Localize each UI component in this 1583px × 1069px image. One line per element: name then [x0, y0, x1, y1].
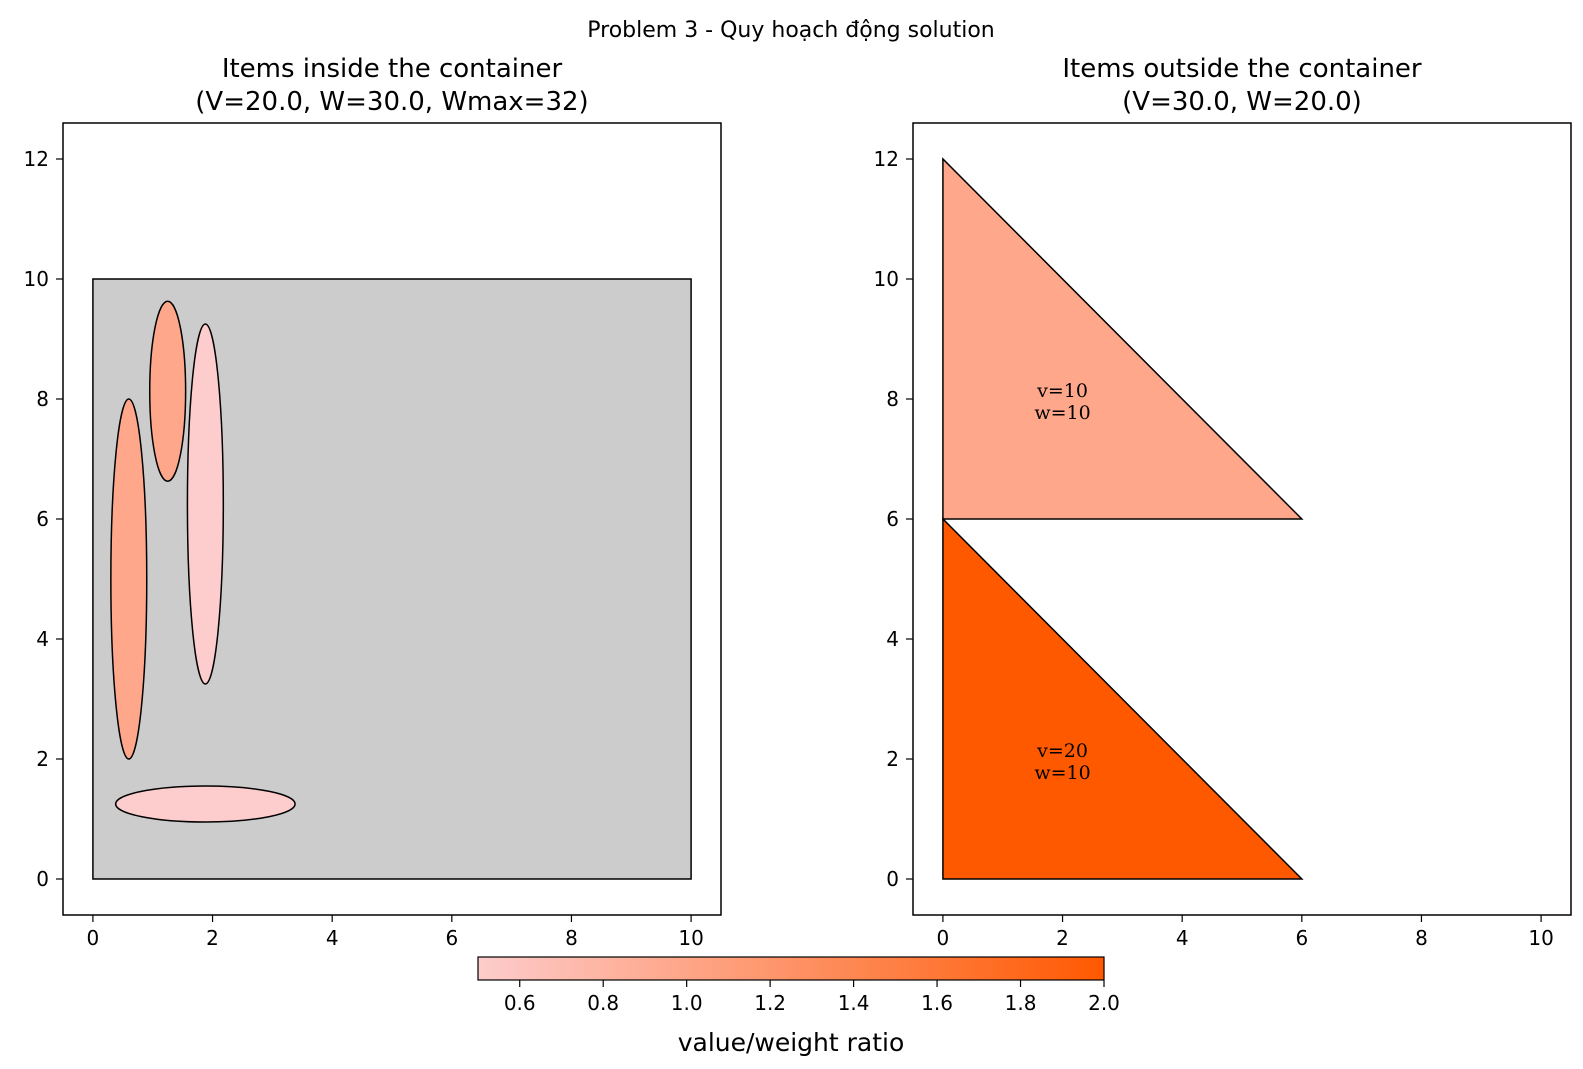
- x-tick-label: 0: [937, 926, 950, 950]
- item-triangle: [942, 517, 1304, 880]
- y-tick-label: 0: [886, 867, 899, 891]
- colorbar-tick-label: 1.8: [1005, 991, 1037, 1015]
- item-ellipse: [110, 398, 148, 760]
- panel-title-line1: Items inside the container: [222, 54, 563, 84]
- y-tick-label: 12: [874, 147, 899, 171]
- colorbar-tick-label: 0.8: [587, 991, 619, 1015]
- y-tick-label: 2: [36, 747, 49, 771]
- item-weight-label: w=10: [1034, 762, 1090, 784]
- colorbar-tick-label: 1.2: [754, 991, 786, 1015]
- plot-area: [92, 278, 692, 880]
- colorbar-tick-label: 1.0: [671, 991, 703, 1015]
- colorbar-tick-label: 1.6: [921, 991, 953, 1015]
- x-tick-label: 8: [565, 926, 578, 950]
- x-tick-label: 10: [1528, 926, 1553, 950]
- colorbar-tick-label: 1.4: [838, 991, 870, 1015]
- x-tick-label: 2: [1056, 926, 1069, 950]
- x-tick-label: 8: [1415, 926, 1428, 950]
- panel-outside-container: Items outside the container (V=30.0, W=2…: [874, 54, 1572, 950]
- item-ellipse: [186, 323, 225, 685]
- colorbar-gradient: [477, 956, 1105, 981]
- colorbar: 0.6 0.8 1.0 1.2 1.4 1.6 1.8 2.0 value/weight ra…: [477, 956, 1120, 1057]
- x-tick-label: 10: [678, 926, 703, 950]
- y-tick-label: 10: [24, 267, 49, 291]
- item-value-label: v=20: [1036, 740, 1088, 762]
- item-value-label: v=10: [1036, 380, 1088, 402]
- y-tick-label: 8: [36, 387, 49, 411]
- axis-ticks: 0 2 4 6 8 10 0 2 4 6 8 10 12: [874, 147, 1554, 950]
- y-tick-label: 8: [886, 387, 899, 411]
- colorbar-tick-label: 2.0: [1088, 991, 1120, 1015]
- panel-inside-container: Items inside the container (V=20.0, W=30…: [24, 54, 722, 950]
- y-tick-label: 4: [886, 627, 899, 651]
- item-triangle: [942, 157, 1304, 520]
- figure-suptitle: Problem 3 - Quy hoạch động solution: [587, 18, 995, 43]
- x-tick-label: 4: [1176, 926, 1189, 950]
- y-tick-label: 0: [36, 867, 49, 891]
- axis-ticks: 0 2 4 6 8 10 0 2 4 6 8 10 12: [24, 147, 704, 950]
- panel-title-line2: (V=20.0, W=30.0, Wmax=32): [195, 87, 588, 117]
- x-tick-label: 0: [87, 926, 100, 950]
- x-tick-label: 2: [206, 926, 219, 950]
- panel-title-line2: (V=30.0, W=20.0): [1122, 87, 1362, 117]
- x-tick-label: 4: [326, 926, 339, 950]
- y-tick-label: 6: [36, 507, 49, 531]
- plot-area: v=10w=10v=20w=10: [942, 157, 1304, 880]
- y-tick-label: 2: [886, 747, 899, 771]
- y-tick-label: 6: [886, 507, 899, 531]
- colorbar-tick-label: 0.6: [504, 991, 536, 1015]
- x-tick-label: 6: [445, 926, 458, 950]
- colorbar-ticks: 0.6 0.8 1.0 1.2 1.4 1.6 1.8 2.0: [504, 980, 1120, 1015]
- item-weight-label: w=10: [1034, 402, 1090, 424]
- panel-title-line1: Items outside the container: [1062, 54, 1422, 84]
- y-tick-label: 10: [874, 267, 899, 291]
- y-tick-label: 12: [24, 147, 49, 171]
- item-ellipse: [114, 785, 296, 823]
- y-tick-label: 4: [36, 627, 49, 651]
- x-tick-label: 6: [1295, 926, 1308, 950]
- colorbar-label: value/weight ratio: [678, 1028, 905, 1057]
- item-ellipse: [148, 300, 187, 482]
